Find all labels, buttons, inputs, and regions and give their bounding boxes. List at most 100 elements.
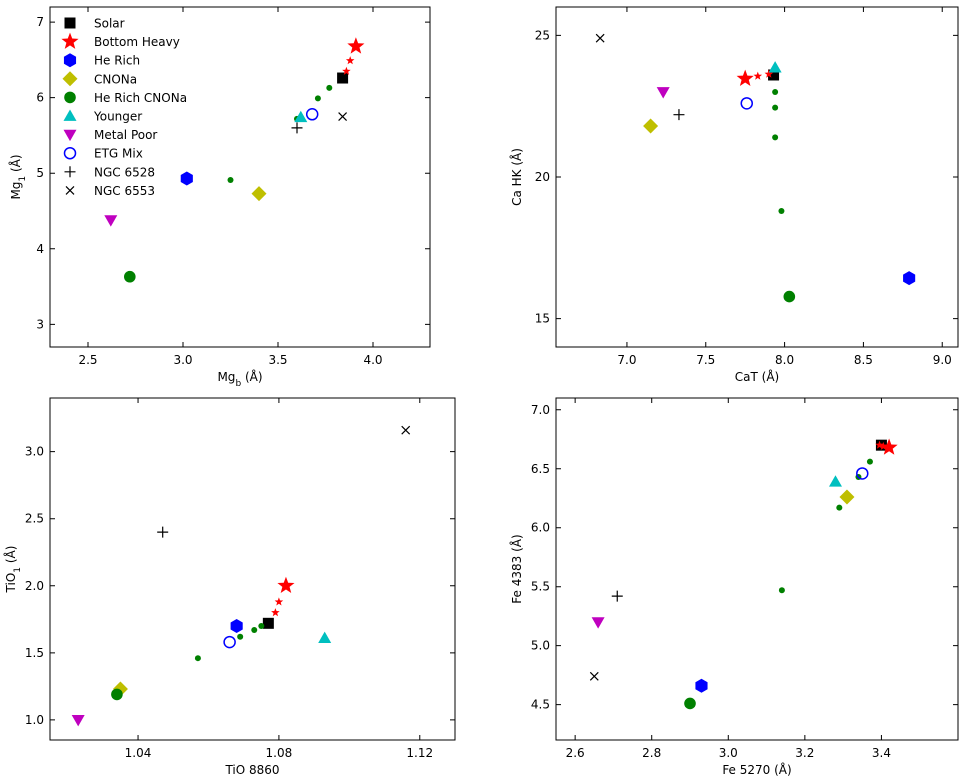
point-he-rich-cnona	[314, 95, 321, 102]
x-tick-label: 3.0	[719, 746, 738, 760]
y-tick-label: 6	[36, 91, 44, 105]
x-tick-label: 9.0	[933, 353, 952, 367]
y-tick-label: 7	[36, 15, 44, 29]
point-bottom-heavy	[880, 438, 898, 455]
point-he-rich-cnona	[194, 655, 201, 662]
point-etg-mix	[305, 108, 319, 121]
point-bottom-heavy	[879, 441, 888, 450]
x-tick-label: 2.8	[642, 746, 661, 760]
legend-label-etg-mix: ETG Mix	[94, 147, 143, 161]
point-he-rich-cnona	[836, 504, 843, 511]
y-tick-label: 1.5	[25, 646, 44, 660]
x-tick-label: 3.5	[268, 353, 287, 367]
point-he-rich	[180, 171, 193, 186]
x-tick-label: 7.0	[617, 353, 636, 367]
y-tick-label: 5.5	[531, 580, 550, 594]
point-ngc6553	[401, 425, 411, 435]
point-he-rich-cnona	[778, 208, 785, 214]
point-he-rich-cnona	[227, 177, 234, 184]
axes-frame	[49, 6, 431, 348]
y-tick-label: 3.0	[25, 445, 44, 459]
point-bottom-heavy	[347, 37, 365, 54]
point-he-rich	[695, 678, 708, 693]
point-he-rich	[903, 271, 916, 286]
y-tick-label: 6.0	[531, 521, 550, 535]
x-tick-label: 2.5	[78, 353, 97, 367]
point-etg-mix	[856, 467, 869, 480]
point-he-rich-cnona	[111, 688, 123, 701]
point-metal-poor	[71, 715, 85, 727]
legend-label-ngc6528: NGC 6528	[94, 165, 155, 179]
legend-marker-cnona	[62, 71, 78, 87]
y-axis-label: Mg1 (Å)	[8, 154, 28, 199]
point-etg-mix	[223, 635, 236, 649]
legend-marker-etg-mix	[63, 146, 77, 160]
point-bottom-heavy	[736, 69, 754, 86]
point-ngc6528	[157, 526, 169, 538]
x-tick-label: 3.0	[173, 353, 192, 367]
point-ngc6553	[338, 112, 348, 121]
legend-marker-solar	[64, 17, 76, 29]
y-tick-label: 2.0	[25, 579, 44, 593]
x-axis-label: Mgb (Å)	[217, 369, 262, 389]
point-etg-mix	[740, 97, 754, 110]
point-bottom-heavy	[271, 608, 280, 617]
point-solar	[262, 617, 274, 629]
point-he-rich-cnona	[772, 134, 779, 141]
legend-label-ngc6553: NGC 6553	[94, 184, 155, 198]
point-metal-poor	[656, 87, 670, 99]
y-tick-label: 15	[535, 312, 550, 326]
legend-label-he-rich-cnona: He Rich CNONa	[94, 91, 187, 105]
point-he-rich-cnona	[772, 104, 779, 111]
axes-frame	[555, 397, 959, 741]
x-tick-label: 1.04	[125, 746, 152, 760]
point-ngc6553	[595, 33, 605, 43]
point-he-rich-cnona	[124, 270, 136, 283]
y-tick-label: 5	[36, 166, 44, 180]
x-tick-label: 1.08	[266, 746, 293, 760]
point-ngc6528	[291, 122, 303, 134]
legend-marker-he-rich-cnona	[64, 91, 76, 104]
point-ngc6528	[673, 109, 685, 121]
legend-label-younger: Younger	[93, 110, 142, 124]
point-bottom-heavy	[277, 576, 295, 594]
point-he-rich-cnona	[326, 84, 333, 91]
point-he-rich-cnona	[772, 89, 779, 95]
y-axis-label: Fe 4383 (Å)	[509, 534, 524, 603]
legend-marker-younger	[63, 109, 77, 121]
legend-marker-bottom-heavy	[61, 32, 79, 49]
panel-tio: 1.04 1.08 1.12 1.0 1.5 2.0 2.5 3.0 TiO 8860 TiO1 …	[3, 397, 456, 777]
point-metal-poor	[591, 617, 605, 629]
point-younger	[828, 475, 842, 487]
point-he-rich-cnona	[237, 633, 244, 640]
point-bottom-heavy	[345, 56, 355, 65]
y-tick-label: 7.0	[531, 403, 550, 417]
point-solar	[337, 72, 349, 84]
y-axis-label: Ca HK (Å)	[509, 148, 524, 206]
y-tick-label: 3	[36, 317, 44, 331]
legend: Solar Bottom Heavy He Rich CNONa He Rich CNO…	[61, 17, 187, 198]
panel-mg: 2.5 3.0 3.5 4.0 3 4 5 6 7 Mgb (Å) Mg1 (Å) Solar Bott…	[8, 6, 431, 389]
legend-marker-metal-poor	[63, 129, 77, 142]
point-cnona	[251, 186, 267, 202]
legend-marker-ngc6553	[65, 185, 75, 195]
axes-frame	[555, 6, 959, 348]
legend-label-metal-poor: Metal Poor	[94, 128, 157, 142]
y-tick-label: 4	[36, 242, 44, 256]
legend-label-he-rich: He Rich	[94, 54, 140, 68]
point-solar	[768, 69, 780, 81]
legend-marker-he-rich	[63, 53, 77, 68]
point-cnona	[839, 489, 855, 505]
point-he-rich-cnona	[684, 697, 696, 710]
x-tick-label: 7.5	[696, 353, 715, 367]
x-axis-label: TiO 8860	[224, 763, 279, 777]
point-younger	[768, 61, 782, 73]
panel-ca: 7.0 7.5 8.0 8.5 9.0 15 20 25 CaT (Å) Ca HK (Å)	[509, 6, 959, 384]
y-tick-label: 2.5	[25, 512, 44, 526]
point-he-rich	[230, 619, 243, 633]
y-tick-label: 25	[535, 28, 550, 42]
x-tick-label: 4.0	[363, 353, 382, 367]
point-cnona	[643, 118, 659, 134]
x-axis-label: CaT (Å)	[735, 369, 779, 384]
